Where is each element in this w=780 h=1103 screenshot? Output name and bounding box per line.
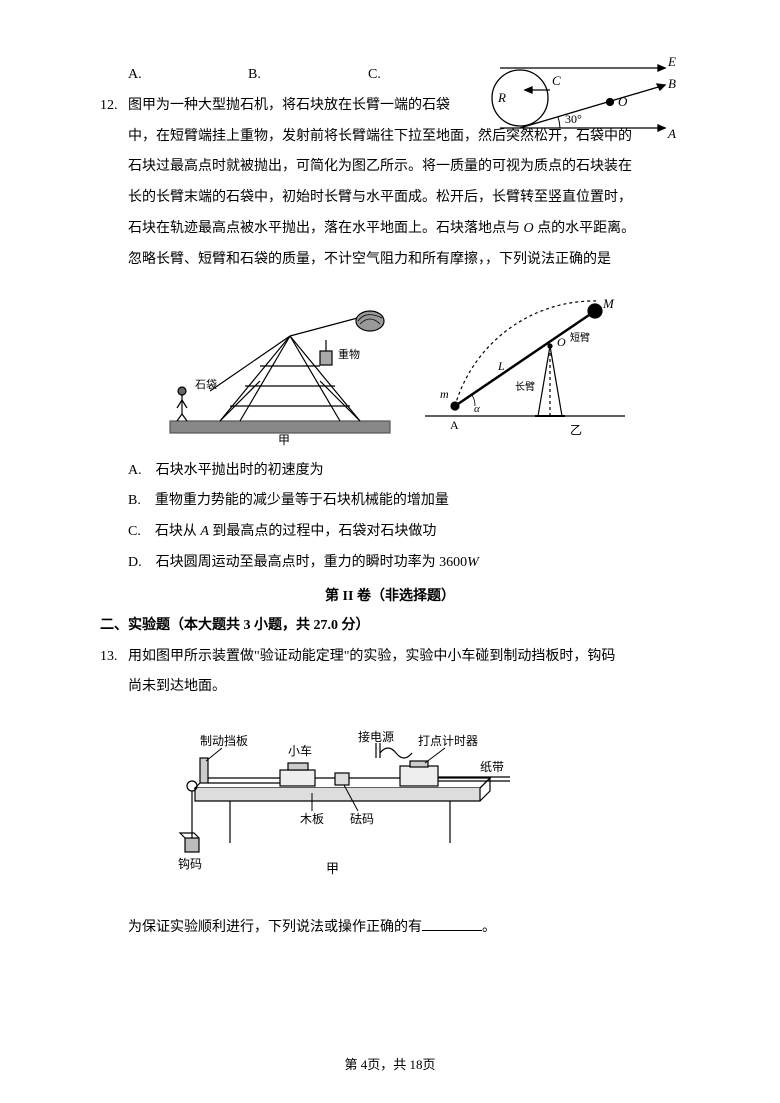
part2-title: 第 II 卷（非选择题） (100, 585, 680, 605)
fig2-m: m (440, 387, 449, 401)
fig2-long: 长臂 (515, 380, 535, 393)
q12-num: 12. (100, 91, 128, 122)
q12-fig-yi: M O 短臂 L 长臂 m α A 乙 (420, 286, 630, 446)
blank-fill[interactable] (422, 917, 482, 931)
fig2-M: M (602, 296, 615, 311)
q11-diagram: E B C R O A 30° (490, 50, 680, 150)
q12-optC: C. 石块从 A 到最高点的过程中，石袋对石块做功 (100, 517, 680, 548)
fig2-alpha: α (474, 403, 480, 415)
fig2-L: L (497, 359, 505, 373)
q11-opt-a: A. (128, 60, 248, 91)
q13-figure: 制动挡板 小车 接电源 打点计时器 纸带 钩码 木板 砝码 甲 (100, 713, 680, 883)
q12-line6: 忽略长臂、短臂和石袋的质量，不计空气阻力和所有摩擦，，下列说法正确的是 (100, 245, 680, 276)
label-A: A (667, 126, 676, 141)
q13-cart: 小车 (288, 743, 312, 758)
q12-figures: 石袋 重物 甲 M O 短臂 L 长臂 m α A 乙 (100, 286, 680, 446)
q13-power: 接电源 (358, 729, 394, 744)
q11-opt-c: C. (368, 60, 488, 91)
q13-line3: 为保证实验顺利进行，下列说法或操作正确的有。 (100, 913, 680, 944)
q13-tape: 纸带 (480, 760, 504, 774)
label-angle: 30° (565, 112, 582, 126)
q11-opt-b: B. (248, 60, 368, 91)
fig2-A: A (450, 418, 459, 432)
q12-line4: 长的长臂末端的石袋中，初始时长臂与水平面成。松开后，长臂转至竖直位置时， (100, 183, 680, 214)
q13-wood: 木板 (300, 812, 324, 826)
fig2-cap: 乙 (570, 423, 582, 437)
q13-timer: 打点计时器 (418, 734, 478, 748)
label-O: O (618, 94, 628, 109)
q13-weight: 砝码 (350, 811, 374, 826)
label-B: B (668, 76, 676, 91)
q13-board: 制动挡板 (200, 734, 248, 748)
fig1-bag: 石袋 (195, 377, 217, 391)
q12-line3: 石块过最高点时就被抛出，可简化为图乙所示。将一质量的可视为质点的石块装在 (100, 152, 680, 183)
q13-num: 13. (100, 642, 128, 673)
label-C: C (552, 73, 561, 88)
q13-hook: 钩码 (178, 857, 202, 871)
fig2-O: O (557, 335, 566, 349)
label-E: E (667, 54, 676, 69)
section2-title: 二、实验题（本大题共 3 小题，共 27.0 分） (100, 611, 680, 642)
fig1-weight: 重物 (338, 347, 360, 361)
q12-optD: D. 石块圆周运动至最高点时，重力的瞬时功率为 3600W (100, 548, 680, 579)
page-footer: 第 4页，共 18页 (0, 1054, 780, 1073)
q13-line1: 13.用如图甲所示装置做"验证动能定理"的实验，实验中小车碰到制动挡板时，钩码 (100, 642, 680, 673)
q12-optA: A. 石块水平抛出时的初速度为 (100, 456, 680, 487)
q13-cap: 甲 (326, 861, 339, 876)
fig1-cap: 甲 (278, 433, 290, 446)
q13-line2: 尚未到达地面。 (100, 672, 680, 703)
q12-optB: B. 重物重力势能的减少量等于石块机械能的增加量 (100, 486, 680, 517)
fig2-short: 短臂 (570, 331, 590, 344)
label-R: R (497, 90, 506, 105)
q12-fig-jia: 石袋 重物 甲 (160, 296, 400, 446)
q12-line5: 石块在轨迹最高点被水平抛出，落在水平地面上。石块落地点与 O 点的水平距离。 (100, 214, 680, 245)
